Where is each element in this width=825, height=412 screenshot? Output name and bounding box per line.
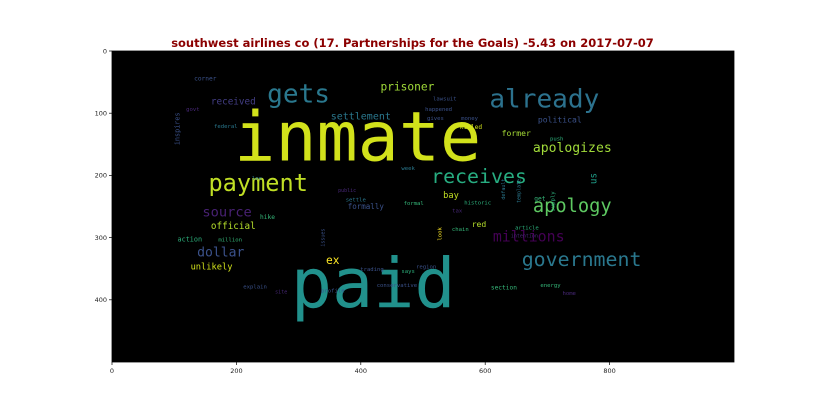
word-paid: paid (291, 245, 456, 324)
y-tick-label: 0 (103, 47, 107, 55)
word-get: get (534, 196, 545, 203)
word-home: home (562, 291, 576, 297)
word-payment: payment (208, 169, 307, 197)
word-region: region (416, 265, 436, 271)
word-inspires: inspires (173, 112, 181, 145)
word-template: template (516, 179, 522, 203)
word-intention: intention (511, 233, 538, 239)
word-receives: receives (431, 165, 527, 188)
word-push: push (550, 136, 563, 142)
y-tick-label: 200 (95, 172, 107, 180)
word-historic: historic (464, 200, 491, 206)
word-prisoner: prisoner (380, 81, 434, 94)
word-dollar: dollar (197, 246, 244, 261)
word-apologizes: apologizes (533, 141, 612, 156)
word-hike: hike (260, 214, 275, 221)
word-formally: formally (348, 202, 385, 211)
word-millions: millions (493, 227, 565, 245)
x-tick-label: 800 (603, 367, 615, 375)
word-source: source (202, 205, 251, 221)
word-unlikely: unlikely (191, 263, 233, 273)
word-apology: apology (533, 196, 612, 217)
word-chain: chain (452, 227, 469, 233)
word-section: section (491, 285, 517, 292)
word-profile: profile (321, 289, 345, 295)
word-issues: issues (321, 229, 327, 247)
x-tick-label: 0 (110, 367, 114, 375)
word-official: official (211, 221, 256, 232)
plot-frame (111, 50, 735, 363)
y-tick-label: 100 (95, 110, 107, 118)
word-says: says (401, 269, 414, 275)
word-us: us (589, 173, 600, 184)
word-conservative: conservative (377, 283, 418, 289)
word-week: week (401, 166, 415, 172)
word-settle: settle (346, 197, 367, 203)
word-look: look (437, 227, 443, 241)
word-happened: happened (425, 107, 452, 113)
word-gives: gives (427, 116, 444, 122)
word-lawsuit: lawsuit (433, 97, 457, 103)
word-bay: bay (443, 191, 459, 201)
word-inmate: inmate (234, 99, 481, 178)
x-tick-label: 600 (479, 367, 491, 375)
word-lee: lee (252, 176, 263, 182)
x-axis: 0 200 400 600 800 (110, 362, 616, 375)
word-action: action (178, 236, 203, 244)
word-trading: trading (360, 267, 384, 273)
word-million: million (218, 238, 242, 244)
word-killed: killed (460, 124, 483, 131)
word-received: received (211, 97, 256, 108)
y-tick-label: 300 (95, 234, 107, 242)
word-public: public (338, 188, 356, 194)
word-formal: formal (404, 201, 424, 207)
chart-title: southwest airlines co (17. Partnerships … (171, 36, 654, 50)
word-govt: govt (186, 107, 199, 113)
word-settlement: settlement (331, 111, 391, 122)
word-default: default (501, 179, 507, 200)
x-tick-label: 400 (355, 367, 367, 375)
word-already: already (489, 85, 599, 115)
word-gets: gets (267, 80, 330, 110)
x-tick-label: 200 (230, 367, 242, 375)
word-layer: inmate paid payment gets already receives apol… (173, 76, 641, 324)
word-federal: federal (214, 124, 238, 130)
y-axis: 0 100 200 300 400 (95, 47, 112, 304)
word-red: red (472, 219, 487, 229)
word-tax: tax (452, 209, 463, 215)
y-tick-label: 400 (95, 296, 107, 304)
plot-background (112, 51, 734, 362)
word-money: money (461, 116, 478, 122)
word-article: article (515, 225, 539, 231)
word-former: former (502, 128, 531, 138)
word-political: political (538, 114, 582, 124)
word-government: government (522, 248, 642, 271)
word-corner: corner (194, 76, 217, 83)
word-ex: ex (326, 254, 340, 267)
word-explain: explain (243, 284, 267, 290)
word-supply: supply (551, 191, 557, 212)
word-site: site (275, 289, 287, 295)
word-energy: energy (540, 283, 561, 289)
